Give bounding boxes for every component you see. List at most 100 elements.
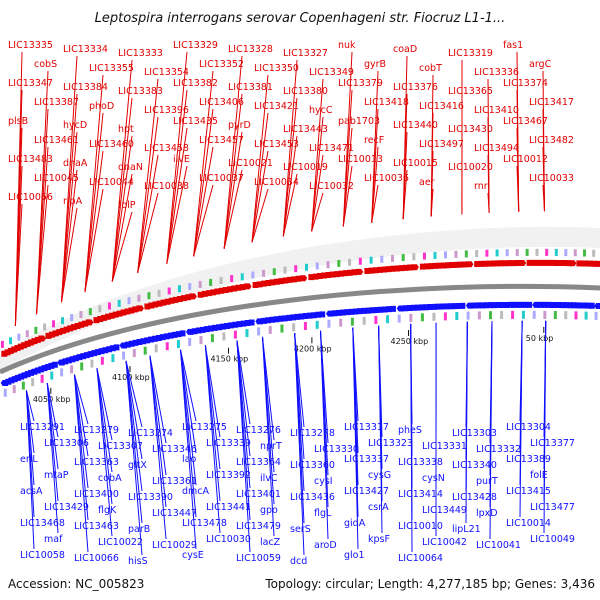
reverse-feature-block	[210, 334, 214, 343]
reverse-gene-label: dcd	[290, 556, 307, 567]
forward-feature-block	[230, 275, 234, 283]
forward-feature-block	[326, 261, 330, 269]
forward-gene-label: LIC13435	[173, 116, 218, 127]
forward-gene-label: aer	[419, 177, 435, 188]
forward-feature-block	[283, 266, 287, 274]
forward-feature-block	[240, 273, 244, 281]
reverse-gene-arrow	[587, 302, 595, 309]
reverse-gene-arrow	[388, 305, 396, 312]
forward-feature-block	[177, 285, 181, 293]
reverse-feature-block	[154, 344, 158, 353]
forward-feature-block	[583, 249, 587, 257]
forward-feature-block	[401, 254, 405, 262]
forward-callout-line	[430, 188, 434, 217]
reverse-feature-block	[90, 359, 94, 368]
forward-gene-label: LIC13406	[199, 97, 244, 108]
forward-gene-label: cobT	[419, 63, 442, 74]
forward-gene-label: LIC13421	[254, 101, 299, 112]
forward-callout-line	[193, 184, 214, 257]
reverse-gene-label: cysN	[422, 473, 445, 484]
reverse-callout-line	[96, 368, 113, 473]
reverse-gene-label: lacZ	[260, 537, 281, 548]
forward-feature-block	[61, 317, 65, 325]
reverse-feature-block	[222, 332, 226, 341]
reverse-feature-block	[60, 368, 64, 377]
reverse-callout-line	[410, 323, 413, 553]
forward-feature-block	[337, 259, 341, 267]
reverse-gene-label: LIC13331	[422, 441, 467, 452]
forward-callout-line	[137, 154, 159, 273]
reverse-gene-label: LIC13478	[182, 518, 227, 529]
reverse-feature-block	[564, 311, 568, 320]
forward-callout-line	[371, 146, 379, 223]
reverse-callout-line	[96, 368, 113, 441]
forward-gene-label: LIC13382	[173, 78, 218, 89]
reverse-feature-block	[268, 325, 272, 334]
reverse-gene-label: aroD	[314, 540, 337, 551]
forward-callout-line	[193, 70, 214, 257]
forward-callout-line	[166, 165, 188, 264]
forward-gene-arrow	[136, 305, 144, 312]
forward-feature-block	[475, 250, 479, 258]
forward-feature-block	[380, 255, 384, 263]
reverse-feature-block	[543, 310, 547, 319]
position-tick-label: 4250 kbp	[391, 337, 429, 346]
forward-feature-block	[294, 265, 298, 273]
forward-gene-label: LIC13396	[144, 105, 189, 116]
forward-gene-label: LIC13418	[364, 97, 409, 108]
forward-feature-block	[464, 250, 468, 258]
reverse-gene-label: LIC13340	[452, 460, 497, 471]
forward-feature-block	[147, 292, 151, 300]
forward-gene-label: LIC10032	[309, 181, 354, 192]
forward-gene-arrow	[38, 335, 46, 342]
forward-gene-label: LIC10021	[228, 158, 273, 169]
forward-callout-line	[371, 184, 379, 223]
reverse-gene-label: nprT	[260, 441, 282, 452]
forward-gene-label: LIC10044	[89, 177, 134, 188]
forward-callout-line	[371, 108, 379, 223]
forward-gene-label: LIC13416	[419, 101, 464, 112]
forward-gene-label: coaD	[393, 44, 417, 55]
reverse-gene-label: LIC13323	[368, 438, 413, 449]
forward-gene-label: pab1703	[338, 116, 380, 127]
forward-gene-label: dnaA	[63, 158, 88, 169]
forward-gene-arrow	[244, 283, 252, 290]
reverse-gene-label: lpxD	[476, 508, 498, 519]
forward-feature-block	[167, 287, 171, 295]
forward-feature-block	[70, 314, 74, 322]
forward-callout-line	[111, 211, 133, 282]
forward-gene-label: LIC13443	[283, 124, 328, 135]
reverse-feature-block	[420, 313, 424, 322]
reverse-callout-line	[179, 349, 197, 454]
forward-feature-block	[412, 253, 416, 261]
forward-gene-label: LIC13319	[448, 48, 493, 59]
reverse-gene-label: LIC10058	[20, 550, 65, 561]
reverse-gene-label: csrA	[368, 502, 389, 513]
reverse-gene-label: LIC13274	[128, 428, 173, 439]
forward-gene-label: LIC13410	[474, 105, 519, 116]
reverse-feature-block	[80, 362, 84, 371]
reverse-gene-label: LIC10049	[530, 534, 575, 545]
reverse-gene-label: gidA	[344, 518, 366, 529]
forward-feature-block	[188, 283, 192, 291]
forward-gene-arrow	[355, 268, 364, 275]
reverse-gene-label: LIC13428	[452, 492, 497, 503]
reverse-gene-arrow	[317, 311, 326, 318]
reverse-callout-line	[25, 390, 35, 550]
reverse-feature-block	[466, 311, 470, 320]
forward-gene-label: LIC13380	[283, 86, 328, 97]
reverse-feature-block	[122, 351, 126, 360]
forward-gene-label: LIC13354	[144, 67, 189, 78]
reverse-feature-block	[50, 371, 54, 380]
reverse-gene-label: lipL21	[452, 524, 481, 535]
forward-callout-line	[282, 173, 298, 237]
reverse-gene-label: ilvC	[260, 473, 278, 484]
reverse-gene-label: LIC10059	[236, 553, 281, 564]
forward-callout-line	[166, 127, 188, 264]
forward-callout-line	[311, 154, 324, 232]
forward-gene-arrow	[594, 260, 600, 267]
reverse-callout-line	[96, 368, 113, 537]
forward-callout-line	[84, 74, 104, 293]
forward-callout-line	[111, 59, 133, 282]
